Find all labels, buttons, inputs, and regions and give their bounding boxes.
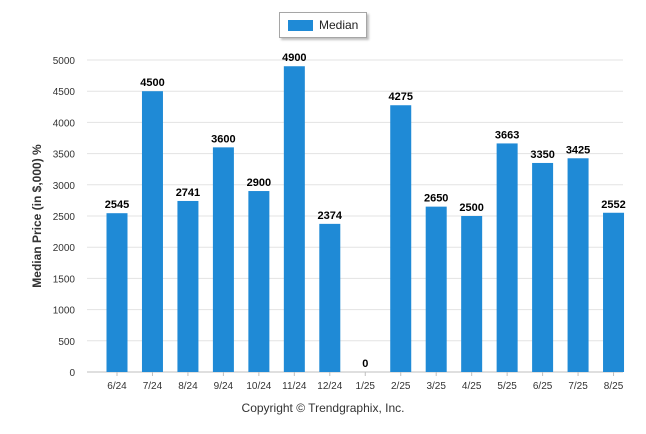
bar[interactable] [603,212,625,372]
bar[interactable] [283,66,305,373]
data-label: 2374 [318,210,343,222]
x-tick-label: 10/24 [246,381,271,392]
y-tick-label: 3000 [53,181,76,192]
bar[interactable] [532,162,554,372]
x-tick-label: 11/24 [282,381,307,392]
y-tick-label: 1500 [53,274,76,285]
legend-swatch [288,19,313,31]
data-label: 2900 [247,177,271,189]
x-tick-label: 6/25 [533,381,553,392]
data-label: 4900 [282,52,306,64]
x-tick-label: 4/25 [462,381,482,392]
x-tick-label: 1/25 [356,381,376,392]
y-tick-label: 500 [58,337,75,348]
data-label: 2650 [424,193,448,205]
bar[interactable] [177,200,199,372]
data-label: 2741 [176,187,200,199]
bar[interactable] [141,91,163,372]
data-label: 2545 [105,199,129,211]
data-label: 0 [362,358,368,370]
bar[interactable] [248,191,270,372]
x-tick-label: 8/24 [178,381,198,392]
x-tick-label: 12/24 [317,381,342,392]
copyright-text: Copyright © Trendgraphix, Inc. [241,401,405,415]
x-tick-label: 5/25 [497,381,517,392]
legend-label: Median [319,18,359,32]
bar[interactable] [319,223,341,372]
x-tick-label: 8/25 [604,381,624,392]
x-tick-label: 6/24 [107,381,127,392]
legend[interactable]: Median [279,12,367,38]
y-tick-label: 5000 [53,56,76,67]
data-label: 3600 [211,133,235,145]
data-label: 2500 [459,202,483,214]
y-tick-label: 2000 [53,243,76,254]
y-tick-label: 2500 [53,212,76,223]
bar[interactable] [567,158,589,372]
x-tick-label: 7/25 [568,381,588,392]
bar[interactable] [461,216,483,372]
data-label: 3425 [566,144,590,156]
x-tick-label: 3/25 [426,381,446,392]
y-tick-label: 3500 [53,150,76,161]
bar[interactable] [425,206,447,372]
x-tick-label: 9/24 [214,381,234,392]
bar[interactable] [390,105,412,373]
data-label: 4500 [140,77,164,89]
data-label: 2552 [601,199,625,211]
y-tick-label: 4000 [53,118,76,129]
data-label: 4275 [388,91,412,103]
bar[interactable] [496,143,518,372]
data-label: 3663 [495,129,519,141]
y-tick-label: 0 [69,368,75,379]
bar[interactable] [106,213,128,372]
x-tick-label: 7/24 [143,381,163,392]
data-label: 3350 [530,149,554,161]
y-axis-title: Median Price (in $,000) % [30,144,44,288]
y-tick-label: 1000 [53,306,76,317]
x-tick-label: 2/25 [391,381,411,392]
y-tick-label: 4500 [53,87,76,98]
bar[interactable] [212,147,234,372]
